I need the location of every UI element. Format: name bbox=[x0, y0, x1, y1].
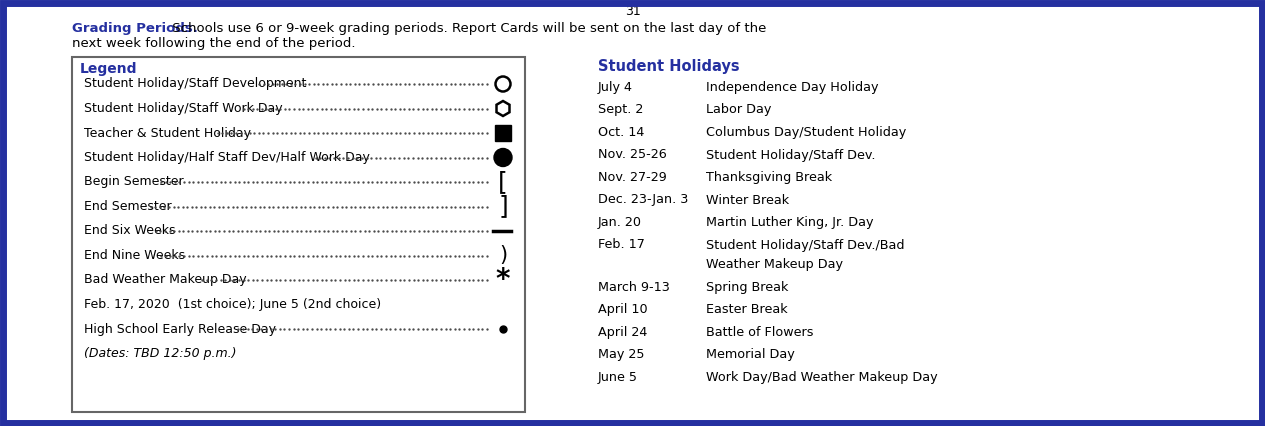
Text: Legend: Legend bbox=[80, 62, 138, 76]
Text: Feb. 17, 2020  (1st choice); June 5 (2nd choice): Feb. 17, 2020 (1st choice); June 5 (2nd … bbox=[83, 298, 381, 311]
Bar bbox=[495, 125, 511, 141]
Text: Martin Luther King, Jr. Day: Martin Luther King, Jr. Day bbox=[706, 216, 874, 229]
Text: Student Holiday/Half Staff Dev/Half Work Day: Student Holiday/Half Staff Dev/Half Work… bbox=[83, 151, 369, 164]
Text: Nov. 25-26: Nov. 25-26 bbox=[598, 149, 667, 161]
Text: End Nine Weeks: End Nine Weeks bbox=[83, 249, 185, 262]
Text: Schools use 6 or 9-week grading periods. Report Cards will be sent on the last d: Schools use 6 or 9-week grading periods.… bbox=[168, 22, 767, 35]
Text: ]: ] bbox=[498, 195, 507, 219]
Text: March 9-13: March 9-13 bbox=[598, 281, 670, 294]
Text: Bad Weather Makeup Day: Bad Weather Makeup Day bbox=[83, 273, 247, 287]
Text: June 5: June 5 bbox=[598, 371, 638, 384]
Bar bbox=[72, 57, 525, 412]
Text: Battle of Flowers: Battle of Flowers bbox=[706, 326, 813, 339]
Text: Teacher & Student Holiday: Teacher & Student Holiday bbox=[83, 127, 250, 139]
Text: Dec. 23-Jan. 3: Dec. 23-Jan. 3 bbox=[598, 193, 688, 207]
Text: Independence Day Holiday: Independence Day Holiday bbox=[706, 81, 878, 94]
Text: [: [ bbox=[498, 170, 507, 194]
Text: End Semester: End Semester bbox=[83, 200, 172, 213]
Text: Jan. 20: Jan. 20 bbox=[598, 216, 643, 229]
Text: Student Holiday/Staff Dev./Bad: Student Holiday/Staff Dev./Bad bbox=[706, 239, 904, 251]
Text: ): ) bbox=[498, 245, 507, 265]
Text: Student Holidays: Student Holidays bbox=[598, 59, 740, 74]
Text: Labor Day: Labor Day bbox=[706, 104, 772, 116]
Text: Grading Periods.: Grading Periods. bbox=[72, 22, 197, 35]
Text: 31: 31 bbox=[625, 5, 640, 18]
Text: (Dates: TBD 12:50 p.m.): (Dates: TBD 12:50 p.m.) bbox=[83, 347, 237, 360]
Text: Student Holiday/Staff Dev.: Student Holiday/Staff Dev. bbox=[706, 149, 875, 161]
Text: Nov. 27-29: Nov. 27-29 bbox=[598, 171, 667, 184]
Text: July 4: July 4 bbox=[598, 81, 632, 94]
Text: Student Holiday/Staff Development: Student Holiday/Staff Development bbox=[83, 78, 306, 90]
Text: Winter Break: Winter Break bbox=[706, 193, 789, 207]
Text: High School Early Release Day: High School Early Release Day bbox=[83, 322, 276, 336]
Polygon shape bbox=[496, 101, 510, 116]
Text: May 25: May 25 bbox=[598, 348, 644, 361]
Text: Easter Break: Easter Break bbox=[706, 303, 788, 316]
Text: Columbus Day/Student Holiday: Columbus Day/Student Holiday bbox=[706, 126, 906, 139]
Text: Feb. 17: Feb. 17 bbox=[598, 239, 645, 251]
Text: Begin Semester: Begin Semester bbox=[83, 176, 183, 188]
Text: Thanksgiving Break: Thanksgiving Break bbox=[706, 171, 832, 184]
Text: Weather Makeup Day: Weather Makeup Day bbox=[706, 258, 842, 271]
Text: Spring Break: Spring Break bbox=[706, 281, 788, 294]
Text: *: * bbox=[496, 266, 510, 294]
Text: Oct. 14: Oct. 14 bbox=[598, 126, 644, 139]
Text: End Six Weeks: End Six Weeks bbox=[83, 225, 176, 238]
Text: Memorial Day: Memorial Day bbox=[706, 348, 794, 361]
Circle shape bbox=[496, 77, 511, 92]
Text: Student Holiday/Staff Work Day: Student Holiday/Staff Work Day bbox=[83, 102, 282, 115]
Text: April 10: April 10 bbox=[598, 303, 648, 316]
Text: April 24: April 24 bbox=[598, 326, 648, 339]
Text: Sept. 2: Sept. 2 bbox=[598, 104, 644, 116]
Text: next week following the end of the period.: next week following the end of the perio… bbox=[72, 37, 355, 50]
Text: Work Day/Bad Weather Makeup Day: Work Day/Bad Weather Makeup Day bbox=[706, 371, 937, 384]
Circle shape bbox=[495, 149, 512, 167]
